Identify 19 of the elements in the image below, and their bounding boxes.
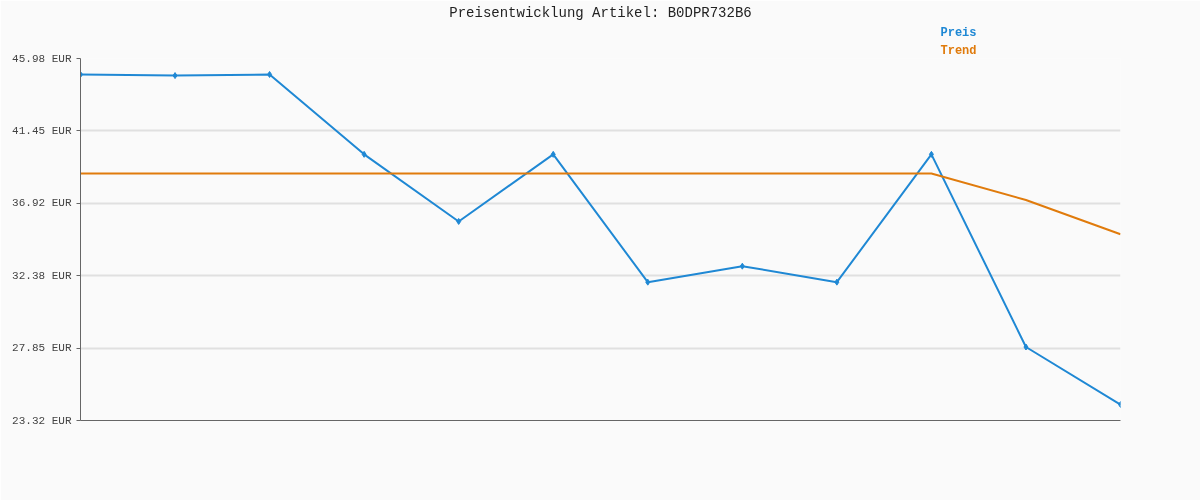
point (928, 150, 934, 158)
chart-title: Preisentwicklung Artikel: B0DPR732B6 (449, 4, 752, 21)
point (456, 217, 462, 225)
point (739, 262, 745, 270)
y-tick-label: 23.32 EUR (12, 414, 72, 427)
point (172, 72, 178, 80)
text: Trend (940, 43, 977, 58)
point (267, 70, 273, 78)
y-tick-label: 27.85 EUR (12, 342, 72, 355)
point (645, 278, 651, 286)
y-tick-label: 41.45 EUR (12, 124, 72, 137)
y-tick-label: 45.98 EUR (12, 52, 72, 65)
y-tick-label: 36.92 EUR (12, 197, 72, 210)
point (834, 278, 840, 286)
text: Preis (940, 25, 977, 40)
point (1023, 343, 1029, 351)
y-tick-label: 32.38 EUR (12, 269, 72, 282)
point (361, 150, 367, 158)
point (550, 150, 556, 158)
